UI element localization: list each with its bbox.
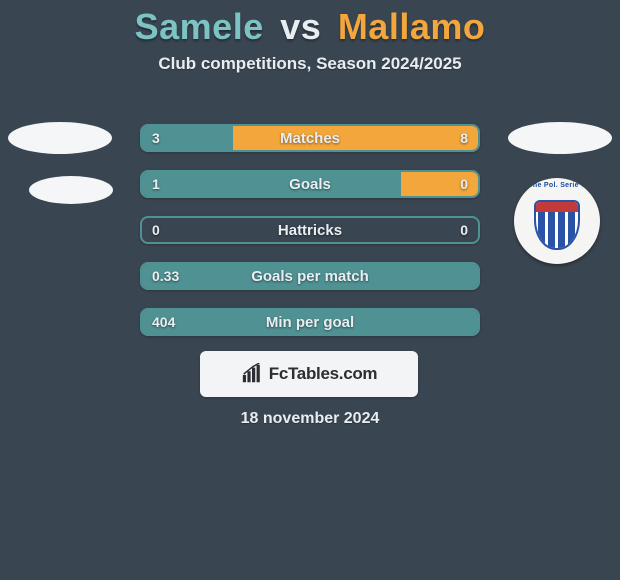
player1-silhouette [15, 110, 105, 200]
bar-fill-right [401, 172, 478, 196]
bar-fill-left [142, 126, 233, 150]
shield-stripe [568, 212, 575, 248]
bar-value-right: 0 [460, 218, 468, 242]
silhouette-ellipse [29, 176, 113, 204]
fctables-logo: FcTables.com [200, 351, 418, 397]
club-shield [534, 200, 580, 250]
club-badge-text: Unione Pol. Serie Club [514, 178, 600, 200]
stat-bar: 0.33Goals per match [140, 262, 480, 290]
shield-stripe [548, 212, 555, 248]
bar-fill-left [142, 310, 478, 334]
page-title: Samele vs Mallamo [0, 0, 620, 48]
subtitle: Club competitions, Season 2024/2025 [0, 54, 620, 74]
logo-text: FcTables.com [269, 364, 378, 384]
player1-name: Samele [135, 6, 264, 47]
stat-bar: 404Min per goal [140, 308, 480, 336]
silhouette-ellipse [508, 122, 612, 154]
stat-bar: 38Matches [140, 124, 480, 152]
bar-fill-right [233, 126, 478, 150]
shield-band [536, 202, 578, 212]
bars-icon [241, 363, 263, 385]
bar-fill-left [142, 264, 478, 288]
shield-stripe [538, 212, 545, 248]
bar-fill-left [142, 172, 401, 196]
silhouette-ellipse [8, 122, 112, 154]
bar-value-left: 0 [152, 218, 160, 242]
stat-bar: 10Goals [140, 170, 480, 198]
bar-label: Hattricks [142, 218, 478, 242]
shield-stripe [558, 212, 565, 248]
comparison-bars: 38Matches 10Goals 0 0Hattricks 0.33Goals per… [140, 124, 480, 354]
vs-label: vs [274, 6, 327, 47]
date-label: 18 november 2024 [0, 410, 620, 428]
player2-name: Mallamo [338, 6, 486, 47]
club-badge: Unione Pol. Serie Club [514, 178, 600, 264]
stat-bar: 0 0Hattricks [140, 216, 480, 244]
